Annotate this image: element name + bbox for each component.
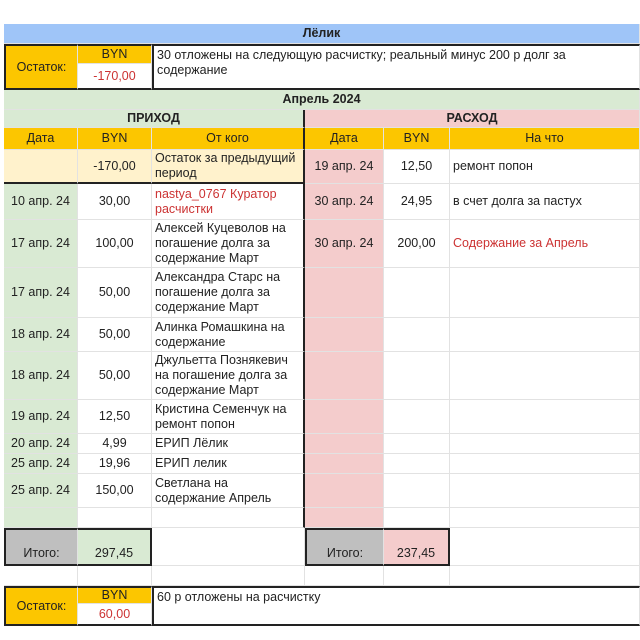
expense-amount[interactable] [384, 508, 450, 528]
income-amount[interactable] [78, 508, 152, 528]
expense-date[interactable] [305, 434, 384, 454]
income-date[interactable]: 18 апр. 24 [4, 352, 78, 400]
opening-label[interactable]: Остаток: [4, 44, 78, 90]
opening-currency[interactable]: BYN [78, 44, 152, 64]
income-from[interactable]: Джульетта Познякевич на погашение долга … [152, 352, 305, 400]
income-from[interactable] [152, 508, 305, 528]
income-date[interactable]: 18 апр. 24 [4, 318, 78, 352]
expense-for[interactable] [450, 474, 640, 508]
income-date[interactable]: 10 апр. 24 [4, 184, 78, 220]
expense-for[interactable] [450, 268, 640, 318]
opening-note[interactable]: 30 отложены на следующую расчистку; реал… [152, 44, 640, 90]
month-header[interactable]: Апрель 2024 [4, 90, 640, 110]
income-from[interactable]: Кристина Семенчук на ремонт попон [152, 400, 305, 434]
expense-total[interactable]: 237,45 [384, 528, 450, 566]
expense-amount[interactable] [384, 352, 450, 400]
expense-date[interactable] [305, 352, 384, 400]
income-from[interactable]: Остаток за предыдущий период [152, 150, 305, 184]
expense-amount[interactable] [384, 268, 450, 318]
expense-header[interactable]: BYN [384, 128, 450, 150]
expense-for[interactable] [450, 318, 640, 352]
expense-for[interactable]: Содержание за Апрель [450, 220, 640, 268]
expense-amount[interactable] [384, 400, 450, 434]
expense-date[interactable] [305, 318, 384, 352]
expense-amount[interactable] [384, 318, 450, 352]
income-from[interactable]: nastya_0767 Куратор расчистки [152, 184, 305, 220]
expense-amount[interactable]: 200,00 [384, 220, 450, 268]
income-from[interactable]: Александра Старс на погашение долга за с… [152, 268, 305, 318]
spreadsheet: Лёлик Остаток: BYN -170,00 30 отложены на сл… [4, 24, 640, 626]
closing-value[interactable]: 60,00 [78, 604, 152, 626]
income-date[interactable]: 17 апр. 24 [4, 220, 78, 268]
income-from[interactable]: Алинка Ромашкина на содержание [152, 318, 305, 352]
income-amount[interactable]: 30,00 [78, 184, 152, 220]
opening-value[interactable]: -170,00 [78, 64, 152, 90]
income-date[interactable]: 19 апр. 24 [4, 400, 78, 434]
expense-date[interactable] [305, 474, 384, 508]
expense-total-label[interactable]: Итого: [305, 528, 384, 566]
expense-date[interactable]: 19 апр. 24 [305, 150, 384, 184]
income-amount[interactable]: 50,00 [78, 352, 152, 400]
income-amount[interactable]: 12,50 [78, 400, 152, 434]
expense-title[interactable]: РАСХОД [305, 110, 640, 128]
expense-for[interactable]: ремонт попон [450, 150, 640, 184]
income-title[interactable]: ПРИХОД [4, 110, 305, 128]
expense-date[interactable] [305, 454, 384, 474]
income-from[interactable]: ЕРИП Лёлик [152, 434, 305, 454]
closing-label[interactable]: Остаток: [4, 586, 78, 626]
income-from[interactable]: Светлана на содержание Апрель [152, 474, 305, 508]
expense-date[interactable] [305, 268, 384, 318]
income-date[interactable]: 25 апр. 24 [4, 454, 78, 474]
cell[interactable] [305, 566, 384, 586]
income-amount[interactable]: 4,99 [78, 434, 152, 454]
closing-currency[interactable]: BYN [78, 586, 152, 604]
cell[interactable] [78, 566, 152, 586]
cell[interactable] [384, 566, 450, 586]
income-header[interactable]: BYN [78, 128, 152, 150]
income-amount[interactable]: 19,96 [78, 454, 152, 474]
income-from[interactable]: ЕРИП лелик [152, 454, 305, 474]
expense-for[interactable] [450, 400, 640, 434]
expense-date[interactable]: 30 апр. 24 [305, 220, 384, 268]
income-from[interactable]: Алексей Куцеволов на погашение долга за … [152, 220, 305, 268]
expense-for[interactable] [450, 454, 640, 474]
cell[interactable] [152, 528, 305, 566]
expense-header[interactable]: Дата [305, 128, 384, 150]
expense-for[interactable] [450, 434, 640, 454]
expense-date[interactable] [305, 400, 384, 434]
expense-date[interactable]: 30 апр. 24 [305, 184, 384, 220]
cell[interactable] [152, 566, 305, 586]
cell[interactable] [4, 566, 78, 586]
income-date[interactable] [4, 150, 78, 184]
income-amount[interactable]: -170,00 [78, 150, 152, 184]
cell[interactable] [450, 528, 640, 566]
expense-for[interactable]: в счет долга за пастух [450, 184, 640, 220]
closing-note[interactable]: 60 р отложены на расчистку [152, 586, 640, 626]
income-total[interactable]: 297,45 [78, 528, 152, 566]
expense-amount[interactable] [384, 454, 450, 474]
income-amount[interactable]: 100,00 [78, 220, 152, 268]
expense-amount[interactable] [384, 474, 450, 508]
cell[interactable] [450, 566, 640, 586]
income-amount[interactable]: 50,00 [78, 318, 152, 352]
expense-amount[interactable] [384, 434, 450, 454]
income-date[interactable]: 25 апр. 24 [4, 474, 78, 508]
income-header[interactable]: Дата [4, 128, 78, 150]
income-amount[interactable]: 150,00 [78, 474, 152, 508]
expense-date[interactable] [305, 508, 384, 528]
income-total-label[interactable]: Итого: [4, 528, 78, 566]
expense-for[interactable] [450, 352, 640, 400]
income-header[interactable]: От кого [152, 128, 305, 150]
income-date[interactable]: 17 апр. 24 [4, 268, 78, 318]
sheet-title[interactable]: Лёлик [4, 24, 640, 44]
income-date[interactable] [4, 508, 78, 528]
income-amount[interactable]: 50,00 [78, 268, 152, 318]
expense-header[interactable]: На что [450, 128, 640, 150]
expense-amount[interactable]: 24,95 [384, 184, 450, 220]
expense-amount[interactable]: 12,50 [384, 150, 450, 184]
expense-for[interactable] [450, 508, 640, 528]
income-date[interactable]: 20 апр. 24 [4, 434, 78, 454]
